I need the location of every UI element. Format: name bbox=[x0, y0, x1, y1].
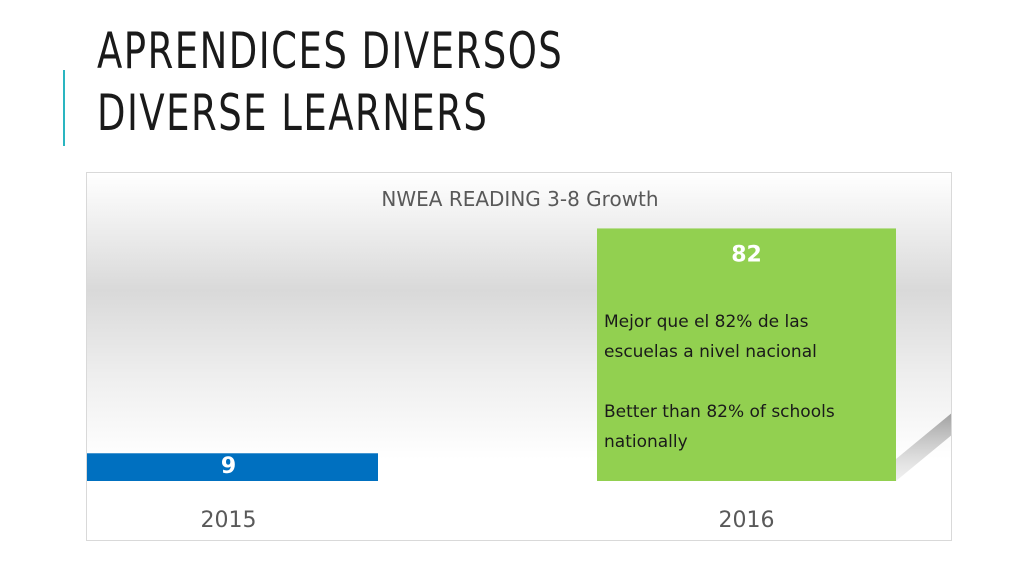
accent-line bbox=[63, 70, 65, 146]
bars bbox=[87, 228, 896, 481]
chart-frame: NWEA READING 3-8 Growth 9 82 2015 2016 Mej… bbox=[86, 172, 952, 541]
bar-annotation: Mejor que el 82% de las escuelas a nivel… bbox=[604, 307, 884, 457]
data-labels: 9 82 bbox=[221, 242, 762, 479]
title-line-spanish: APRENDICES DIVERSOS bbox=[97, 22, 564, 80]
annotation-spanish: Mejor que el 82% de las escuelas a nivel… bbox=[604, 312, 817, 362]
bar-2016 bbox=[597, 228, 896, 481]
slide-title: APRENDICES DIVERSOS DIVERSE LEARNERS bbox=[97, 20, 563, 144]
chart-title: NWEA READING 3-8 Growth bbox=[381, 187, 658, 211]
bar-shadows bbox=[896, 413, 951, 481]
title-line-english: DIVERSE LEARNERS bbox=[97, 84, 489, 142]
x-tick-2016: 2016 bbox=[719, 508, 775, 533]
x-tick-labels: 2015 2016 bbox=[201, 508, 775, 533]
annotation-english: Better than 82% of schools nationally bbox=[604, 402, 835, 452]
bar-chart: NWEA READING 3-8 Growth 9 82 2015 2016 bbox=[87, 187, 951, 533]
bar-2015 bbox=[87, 453, 378, 481]
bar-shadow-2016 bbox=[896, 413, 951, 481]
data-label-2015: 9 bbox=[221, 454, 236, 479]
x-tick-2015: 2015 bbox=[201, 508, 257, 533]
data-label-2016: 82 bbox=[731, 242, 762, 267]
